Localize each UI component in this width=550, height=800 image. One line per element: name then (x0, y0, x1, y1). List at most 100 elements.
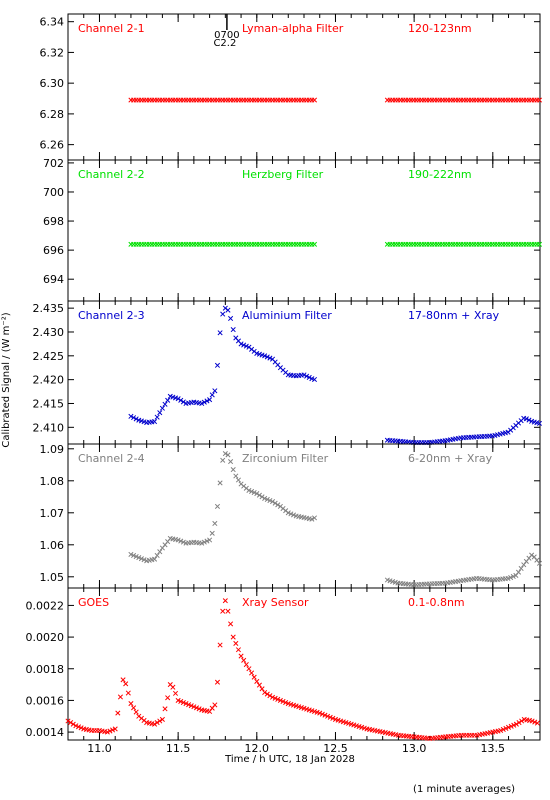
x-tick-label: 12.0 (245, 742, 270, 755)
data-point (175, 697, 181, 703)
data-point (532, 719, 538, 725)
data-point (259, 494, 265, 500)
panel-label: Lyman-alpha Filter (242, 22, 344, 35)
flare-class-label: C2.2 (213, 38, 236, 49)
data-point (249, 670, 255, 676)
series-5 (65, 598, 540, 741)
panel-label: Channel 2-2 (78, 168, 145, 181)
x-tick-label: 11.0 (87, 742, 112, 755)
data-point (311, 241, 318, 247)
data-point (199, 540, 205, 546)
data-point (209, 530, 215, 536)
data-point (280, 698, 286, 705)
data-point (128, 413, 134, 419)
data-point (123, 681, 129, 687)
data-point (269, 694, 276, 700)
data-point (157, 410, 163, 416)
data-point (157, 549, 163, 555)
data-point (110, 727, 116, 733)
y-tick-label: 1.09 (40, 443, 65, 456)
data-point (214, 503, 221, 509)
series-4 (128, 451, 543, 588)
panel-label: Zirconium Filter (242, 452, 329, 465)
x-tick-label: 11.5 (166, 742, 191, 755)
y-tick-label: 6.26 (40, 139, 65, 152)
panel-label: 6-20nm + Xray (408, 452, 493, 465)
data-point (222, 451, 228, 457)
data-point (225, 452, 231, 458)
data-point (272, 695, 278, 701)
data-point (154, 720, 160, 726)
data-point (180, 399, 186, 405)
data-point (133, 709, 139, 715)
x-tick-labels: 11.0 11.5 12.0 12.5 13.0 13.5 (87, 742, 505, 755)
data-point (523, 416, 529, 422)
data-point (154, 552, 160, 559)
data-point (536, 97, 543, 103)
panel-label: 17-80nm + Xray (408, 309, 500, 322)
data-point (508, 723, 514, 729)
data-point (503, 725, 509, 731)
data-point (125, 690, 131, 696)
data-point (151, 721, 158, 727)
data-point (228, 315, 234, 322)
panel-1: 6.26 6.28 6.30 6.32 6.34 Channel 2-1 Lyman-alp… (40, 13, 543, 161)
data-point (246, 487, 252, 493)
data-point (191, 704, 197, 710)
data-point (196, 706, 202, 712)
data-point (68, 720, 74, 726)
data-point (319, 711, 325, 717)
y-tick-label: 1.08 (40, 475, 65, 488)
data-point (241, 342, 247, 348)
y-tick-label: 694 (43, 273, 64, 286)
data-point (214, 679, 221, 685)
series-3 (128, 305, 543, 446)
data-point (151, 556, 158, 562)
data-point (498, 727, 504, 734)
x-tick-label: 13.0 (402, 742, 427, 755)
data-point (519, 718, 525, 724)
panel-2: 694 696 698 700 702 Channel 2-2 Herzberg Filte… (43, 157, 543, 302)
data-point (505, 724, 512, 730)
data-point (254, 678, 260, 684)
data-point (262, 353, 268, 359)
data-point (513, 721, 519, 727)
data-point (264, 354, 270, 360)
data-point (133, 553, 139, 560)
data-point (207, 537, 213, 543)
data-point (70, 721, 76, 727)
panel-label: Channel 2-4 (78, 452, 145, 465)
footnote: (1 minute averages) (413, 784, 515, 795)
panel-label: Channel 2-3 (78, 309, 145, 322)
data-point (230, 634, 236, 640)
data-point (233, 473, 239, 479)
panel-3: 2.410 2.415 2.420 2.425 2.430 2.435 Channel 2-… (33, 300, 543, 446)
data-point (238, 341, 244, 347)
data-point (269, 499, 276, 505)
panel-label: Channel 2-1 (78, 22, 145, 35)
data-point (207, 397, 213, 403)
panel-5: 0.0014 0.0016 0.0018 0.0020 0.0022 GOES Xray S… (26, 587, 541, 741)
data-point (217, 642, 223, 648)
data-point (162, 401, 168, 407)
data-point (178, 397, 184, 403)
data-point (288, 511, 294, 517)
data-point (275, 502, 281, 508)
data-point (170, 684, 176, 690)
data-point (526, 417, 532, 423)
data-point (180, 699, 186, 706)
data-point (159, 405, 165, 411)
panel-frame (67, 300, 541, 445)
data-point (251, 674, 257, 680)
series-2 (128, 241, 543, 247)
x-tick-label: 12.5 (323, 742, 348, 755)
data-point (131, 552, 137, 559)
data-point (178, 698, 184, 705)
data-point (230, 327, 236, 333)
data-point (222, 598, 228, 604)
data-point (131, 705, 137, 711)
data-point (151, 419, 158, 425)
data-point (272, 500, 278, 506)
data-point (243, 661, 249, 668)
data-point (325, 713, 331, 719)
